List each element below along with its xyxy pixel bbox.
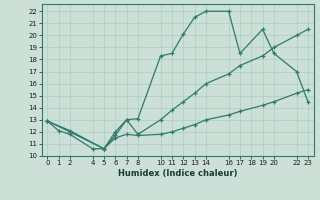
X-axis label: Humidex (Indice chaleur): Humidex (Indice chaleur) <box>118 169 237 178</box>
